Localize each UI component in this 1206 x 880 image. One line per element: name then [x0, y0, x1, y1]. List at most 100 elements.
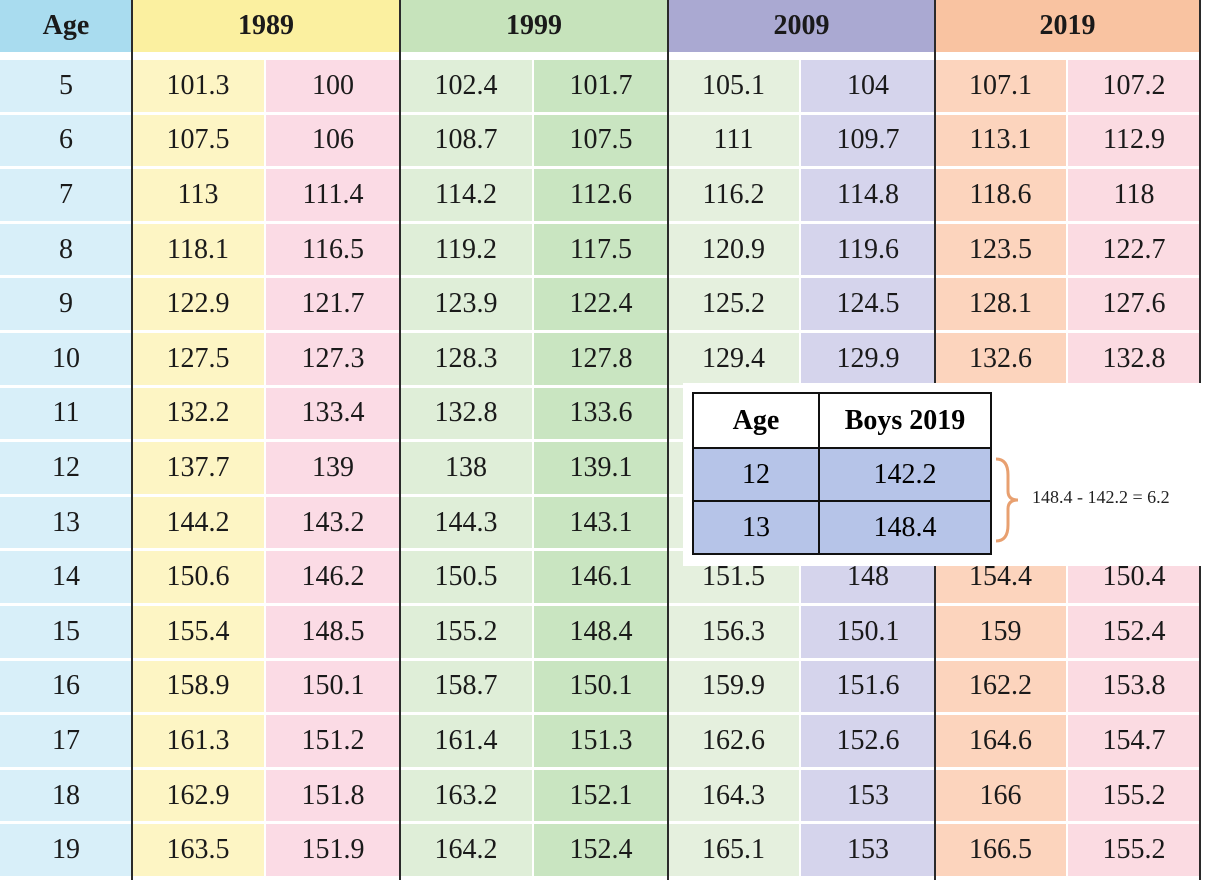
cell: 116.5: [266, 223, 400, 279]
cell: 127.3: [266, 333, 400, 388]
inset-cell: 13: [692, 500, 820, 555]
age-cell: 13: [0, 496, 132, 552]
group-divider: [667, 0, 669, 880]
cell: 164.6: [935, 715, 1068, 770]
cell: 139.1: [534, 442, 668, 497]
cell: 165.1: [668, 824, 801, 879]
cell: 161.4: [400, 715, 534, 770]
group-divider: [399, 0, 401, 880]
cell: 128.3: [400, 333, 534, 388]
cell: 119.6: [801, 223, 935, 279]
cell: 129.9: [801, 333, 935, 388]
cell: 107.2: [1068, 60, 1200, 115]
cell: 155.2: [1068, 769, 1200, 825]
cell: 166.5: [935, 824, 1068, 879]
age-cell: 6: [0, 114, 132, 170]
cell: 100: [266, 60, 400, 115]
cell: 102.4: [400, 60, 534, 115]
cell: 146.2: [266, 551, 400, 606]
cell: 152.4: [534, 824, 668, 879]
cell: 158.9: [132, 660, 266, 716]
cell: 148.5: [266, 606, 400, 661]
cell: 124.5: [801, 278, 935, 333]
cell: 151.9: [266, 824, 400, 879]
cell: 118: [1068, 169, 1200, 224]
age-cell: 5: [0, 60, 132, 115]
column-header: 2009: [668, 0, 935, 52]
column-header: 1999: [400, 0, 668, 52]
inset-cell: 142.2: [818, 447, 992, 502]
cell: 150.1: [266, 660, 400, 716]
cell: 127.5: [132, 333, 266, 388]
age-cell: 16: [0, 660, 132, 716]
cell: 132.8: [400, 387, 534, 443]
cell: 133.6: [534, 387, 668, 443]
cell: 117.5: [534, 223, 668, 279]
column-header: Age: [0, 0, 132, 52]
cell: 127.6: [1068, 278, 1200, 333]
cell: 109.7: [801, 114, 935, 170]
cell: 153.8: [1068, 660, 1200, 716]
age-cell: 17: [0, 715, 132, 770]
cell: 151.6: [801, 660, 935, 716]
cell: 143.1: [534, 496, 668, 552]
cell: 114.2: [400, 169, 534, 224]
cell: 112.6: [534, 169, 668, 224]
cell: 150.1: [801, 606, 935, 661]
cell: 164.2: [400, 824, 534, 879]
cell: 137.7: [132, 442, 266, 497]
cell: 146.1: [534, 551, 668, 606]
brace: [995, 457, 1019, 543]
cell: 111: [668, 114, 801, 170]
cell: 121.7: [266, 278, 400, 333]
cell: 101.7: [534, 60, 668, 115]
cell: 162.9: [132, 769, 266, 825]
age-cell: 8: [0, 223, 132, 279]
cell: 138: [400, 442, 534, 497]
cell: 162.2: [935, 660, 1068, 716]
column-header: 1989: [132, 0, 400, 52]
cell: 133.4: [266, 387, 400, 443]
cell: 155.4: [132, 606, 266, 661]
cell: 163.5: [132, 824, 266, 879]
cell: 152.1: [534, 769, 668, 825]
inset-cell: 12: [692, 447, 820, 502]
cell: 132.2: [132, 387, 266, 443]
cell: 148.4: [534, 606, 668, 661]
age-cell: 11: [0, 387, 132, 443]
cell: 116.2: [668, 169, 801, 224]
cell: 122.7: [1068, 223, 1200, 279]
cell: 118.1: [132, 223, 266, 279]
cell: 114.8: [801, 169, 935, 224]
cell: 154.7: [1068, 715, 1200, 770]
cell: 120.9: [668, 223, 801, 279]
age-cell: 12: [0, 442, 132, 497]
cell: 105.1: [668, 60, 801, 115]
inset-header: Boys 2019: [818, 392, 992, 449]
cell: 150.5: [400, 551, 534, 606]
cell: 164.3: [668, 769, 801, 825]
cell: 129.4: [668, 333, 801, 388]
cell: 161.3: [132, 715, 266, 770]
cell: 151.3: [534, 715, 668, 770]
cell: 132.8: [1068, 333, 1200, 388]
cell: 113: [132, 169, 266, 224]
cell: 123.9: [400, 278, 534, 333]
cell: 118.6: [935, 169, 1068, 224]
cell: 104: [801, 60, 935, 115]
age-cell: 14: [0, 551, 132, 606]
cell: 122.9: [132, 278, 266, 333]
cell: 139: [266, 442, 400, 497]
cell: 152.6: [801, 715, 935, 770]
cell: 101.3: [132, 60, 266, 115]
cell: 106: [266, 114, 400, 170]
cell: 128.1: [935, 278, 1068, 333]
cell: 111.4: [266, 169, 400, 224]
cell: 107.5: [534, 114, 668, 170]
group-divider: [131, 0, 133, 880]
cell: 150.1: [534, 660, 668, 716]
cell: 151.8: [266, 769, 400, 825]
inset-panel: Age Boys 2019 12 142.2 13 148.4: [683, 383, 1206, 566]
cell: 125.2: [668, 278, 801, 333]
